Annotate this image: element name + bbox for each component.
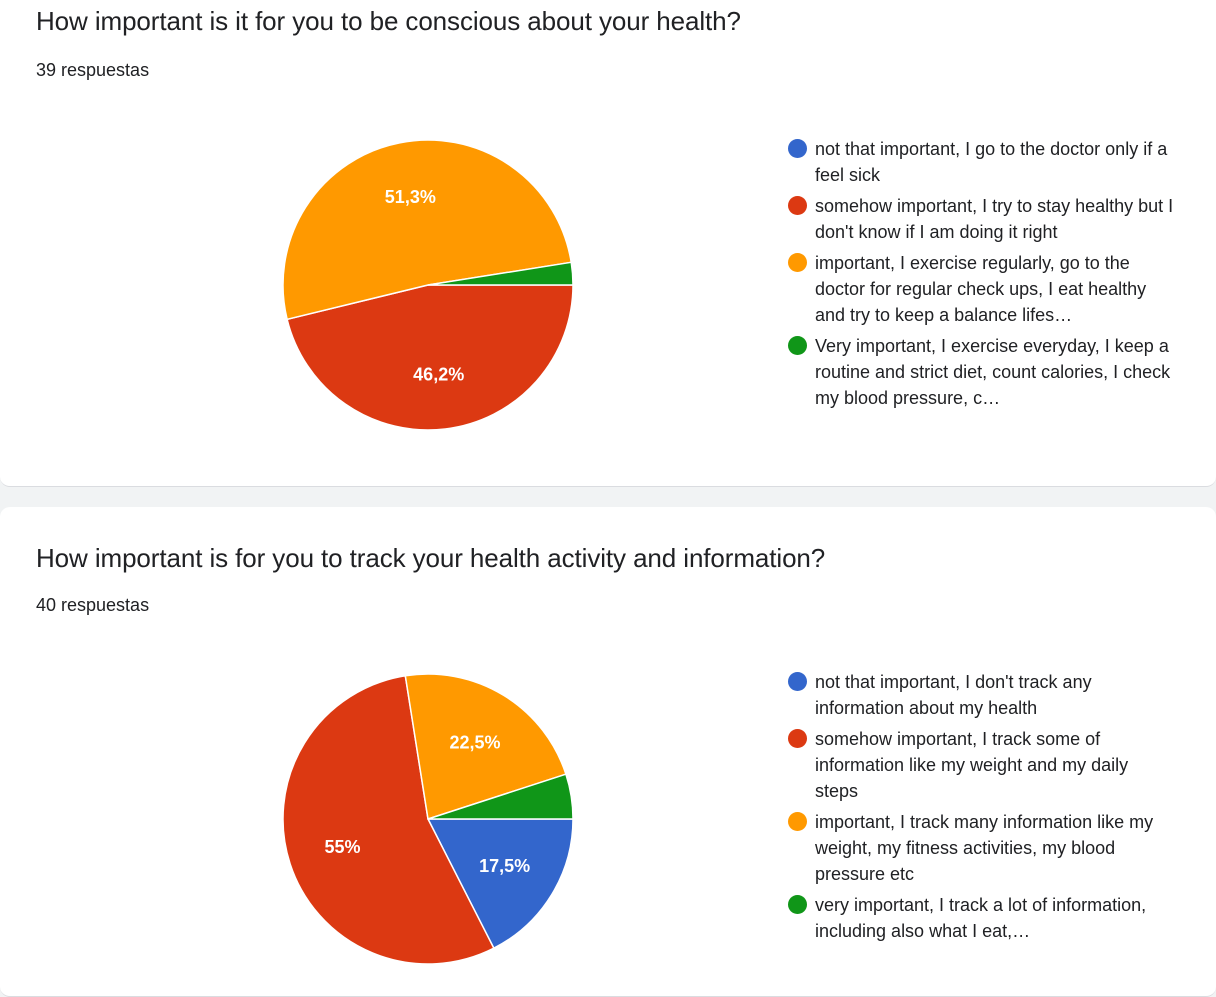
legend-label: somehow important, I try to stay healthy… — [815, 196, 1174, 242]
slice-percent-label: 55% — [324, 837, 360, 857]
legend-label: important, I track many information like… — [815, 812, 1154, 884]
legend-item-important[interactable]: important, I exercise regularly, go to t… — [788, 250, 1188, 328]
chart-legend: not that important, I go to the doctor o… — [788, 136, 1188, 416]
question-card-2: How important is for you to track your h… — [0, 507, 1216, 997]
legend-label: not that important, I don't track any in… — [815, 672, 1092, 718]
slice-percent-label: 46,2% — [413, 364, 464, 384]
pie-chart: 17,5% 55% 22,5% — [282, 673, 574, 965]
legend-item-not-important[interactable]: not that important, I don't track any in… — [788, 669, 1188, 721]
response-count: 39 respuestas — [36, 60, 150, 80]
pie-slice-somehow-important[interactable] — [286, 284, 574, 431]
legend-item-very-important[interactable]: very important, I track a lot of informa… — [788, 892, 1188, 944]
question-title: How important is for you to track your h… — [36, 543, 826, 573]
pie-slice-very-important[interactable] — [427, 261, 574, 286]
pie-slice-important[interactable] — [404, 673, 567, 820]
legend-dot-blue-icon — [788, 139, 807, 158]
slice-percent-label: 51,3% — [385, 187, 436, 207]
pie-slice-somehow-important[interactable] — [282, 674, 495, 965]
legend-label: very important, I track a lot of informa… — [815, 895, 1147, 941]
slice-percent-label: 22,5% — [449, 732, 500, 752]
legend-item-important[interactable]: important, I track many information like… — [788, 809, 1188, 887]
question-card-1: How important is it for you to be consci… — [0, 0, 1216, 487]
slice-percent-label: 17,5% — [479, 856, 530, 876]
legend-dot-blue-icon — [788, 672, 807, 691]
legend-item-somehow-important[interactable]: somehow important, I try to stay healthy… — [788, 193, 1188, 245]
legend-item-not-important[interactable]: not that important, I go to the doctor o… — [788, 136, 1188, 188]
chart-legend: not that important, I don't track any in… — [788, 669, 1188, 949]
legend-dot-orange-icon — [788, 253, 807, 272]
legend-item-somehow-important[interactable]: somehow important, I track some of infor… — [788, 726, 1188, 804]
legend-label: somehow important, I track some of infor… — [815, 729, 1129, 801]
legend-dot-red-icon — [788, 196, 807, 215]
legend-dot-orange-icon — [788, 812, 807, 831]
legend-label: important, I exercise regularly, go to t… — [815, 253, 1147, 325]
legend-label: Very important, I exercise everyday, I k… — [815, 336, 1171, 408]
pie-slice-not-important[interactable] — [426, 818, 574, 950]
pie-slice-important[interactable] — [282, 139, 573, 321]
legend-dot-red-icon — [788, 729, 807, 748]
legend-dot-green-icon — [788, 895, 807, 914]
legend-item-very-important[interactable]: Very important, I exercise everyday, I k… — [788, 333, 1188, 411]
legend-label: not that important, I go to the doctor o… — [815, 139, 1168, 185]
response-count: 40 respuestas — [36, 595, 150, 615]
pie-slice-very-important[interactable] — [427, 773, 574, 820]
question-title: How important is it for you to be consci… — [36, 6, 741, 36]
pie-chart: 46,2% 51,3% — [282, 139, 574, 431]
legend-dot-green-icon — [788, 336, 807, 355]
